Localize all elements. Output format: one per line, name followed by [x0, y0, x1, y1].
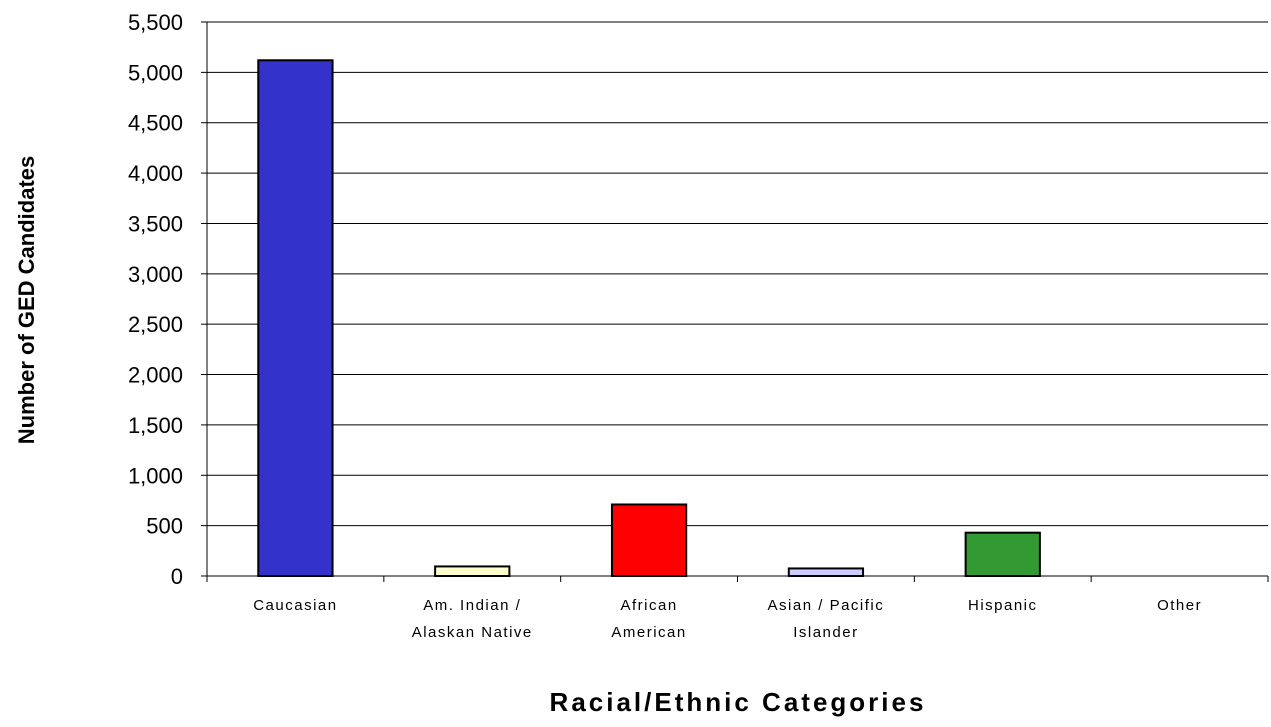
- bar: [787, 567, 865, 577]
- bars: [257, 59, 1041, 578]
- y-tick-label: 2,000: [128, 363, 183, 388]
- y-tick-label: 5,500: [128, 10, 183, 35]
- bar: [434, 565, 511, 577]
- bar: [964, 531, 1041, 577]
- x-tick-label: Am. Indian /: [423, 597, 521, 614]
- y-axis-title: Number of GED Candidates: [14, 156, 39, 444]
- bar: [610, 503, 688, 578]
- x-tick-label: Islander: [793, 624, 858, 641]
- y-tick-label: 3,500: [128, 211, 183, 236]
- y-tick-labels: 0 500 1,000 1,500 2,000 2,500 3,000 3,500 4,000 4…: [128, 10, 183, 589]
- x-tick-labels: Caucasian Am. Indian / Alaskan Native Afric…: [253, 597, 1202, 641]
- y-tick-label: 1,000: [128, 463, 183, 488]
- y-tick-label: 4,000: [128, 161, 183, 186]
- x-tick-label: Other: [1157, 597, 1202, 614]
- x-tick-label: African: [620, 597, 677, 614]
- x-axis-title: Racial/Ethnic Categories: [550, 687, 927, 717]
- y-tick-label: 500: [146, 514, 183, 539]
- y-tick-label: 4,500: [128, 111, 183, 136]
- y-tick-label: 5,000: [128, 60, 183, 85]
- axes: [201, 21, 1269, 582]
- gridlines: [207, 21, 1268, 527]
- y-tick-label: 1,500: [128, 413, 183, 438]
- x-tick-label: Caucasian: [253, 597, 337, 614]
- x-tick-label: Asian / Pacific: [768, 597, 885, 614]
- y-tick-label: 2,500: [128, 312, 183, 337]
- y-tick-label: 3,000: [128, 262, 183, 287]
- y-tick-label: 0: [171, 564, 183, 589]
- x-tick-label: Hispanic: [968, 597, 1038, 614]
- bar: [257, 59, 334, 577]
- x-tick-label: Alaskan Native: [412, 624, 533, 641]
- x-tick-label: American: [611, 624, 686, 641]
